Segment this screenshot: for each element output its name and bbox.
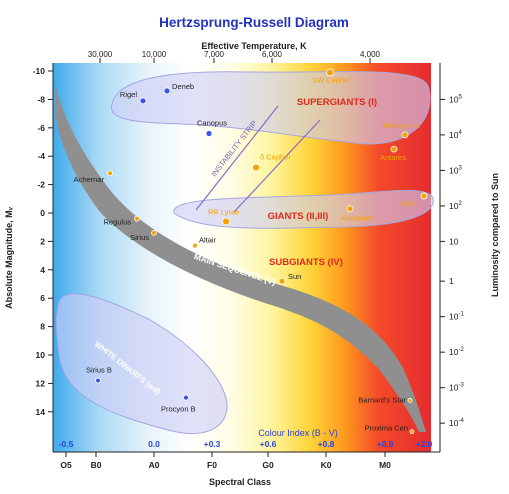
region-label-supergiants: SUPERGIANTS (I) [297, 97, 377, 108]
left-tick-label: 6 [40, 293, 45, 303]
left-tick-label: 8 [40, 322, 45, 332]
left-tick-label: 10 [36, 350, 46, 360]
bottom-axis-label: Spectral Class [209, 477, 271, 487]
colour-index-tick: 0.0 [148, 439, 160, 449]
right-tick-label: 10-2 [449, 347, 464, 357]
right-tick-label: 10-4 [449, 418, 464, 428]
star-marker-deneb [163, 87, 171, 95]
star-marker-antares [390, 145, 398, 153]
star-label-mira: Mira [402, 199, 417, 208]
star-marker-canopus [205, 130, 213, 137]
right-tick-label: 10-1 [449, 312, 464, 322]
region-label-subgiants: SUBGIANTS (IV) [269, 257, 343, 268]
star-marker-aldebaran [346, 205, 354, 213]
right-tick-label: 102 [449, 201, 462, 211]
star-label-aldebaran: Aldebaran [340, 214, 374, 223]
star-marker-sun [278, 277, 286, 285]
star-marker-mira [420, 192, 428, 200]
colour-index-label: Colour Index (B - V) [258, 428, 338, 438]
colour-index-tick: -0.5 [59, 439, 74, 449]
left-tick-label: -8 [37, 94, 45, 104]
star-label-achernar: Achernar [74, 175, 105, 184]
region-label-giants: GIANTS (II,III) [268, 211, 329, 222]
colour-index-tick: +0.9 [377, 439, 394, 449]
star-label-sirius: Sirius [130, 233, 149, 242]
left-tick-label: 14 [36, 407, 46, 417]
right-tick-label: 1 [449, 276, 454, 286]
instability-strip-line [195, 105, 279, 211]
top-tick-label: 10,000 [142, 50, 167, 59]
star-marker-betelgeuse [401, 131, 409, 139]
star-marker-sirius [151, 229, 157, 236]
star-label-rigel: Rigel [120, 90, 137, 99]
colour-index-tick: +2.0 [416, 439, 433, 449]
star-label-barnard-s-star: Barnard's Star [358, 395, 406, 404]
star-marker-sirius-b [95, 377, 101, 384]
star-label-deneb: Deneb [172, 82, 194, 91]
left-tick-label: 4 [40, 265, 45, 275]
right-tick-label: 10-3 [449, 383, 464, 393]
star-marker-cephei [252, 163, 260, 172]
right-tick-label: 104 [449, 130, 462, 140]
star-label-cephei: δ Cephei [260, 153, 290, 162]
star-marker-achernar [107, 170, 113, 177]
colour-index-tick: +0.3 [204, 439, 221, 449]
star-marker-proxima-cen [409, 429, 415, 435]
star-marker-altair [192, 242, 198, 249]
star-label-canopus: Canopus [197, 118, 227, 127]
left-tick-label: -10 [33, 66, 46, 76]
spectral-tick-label: A0 [149, 460, 160, 470]
giants-region [173, 189, 434, 229]
left-tick-label: -4 [37, 151, 45, 161]
spectral-tick-label: F0 [207, 460, 217, 470]
star-label-sw-cephei: SW Cephei [312, 75, 350, 84]
supergiants-region [111, 71, 431, 145]
left-tick-label: -2 [37, 180, 45, 190]
top-axis-label: Effective Temperature, K [201, 41, 307, 51]
star-label-regulus: Regulus [103, 218, 131, 227]
colour-index-tick: +0.8 [318, 439, 335, 449]
colour-index-tick: +0.6 [260, 439, 277, 449]
spectral-tick-label: M0 [379, 460, 391, 470]
star-label-rr-lyrae: RR Lyrae [208, 208, 239, 217]
spectral-tick-label: O5 [60, 460, 72, 470]
star-marker-sw-cephei [326, 68, 334, 77]
right-tick-label: 105 [449, 94, 462, 104]
star-label-proxima-cen: Proxima Cen [365, 424, 408, 433]
right-tick-label: 10 [449, 236, 459, 246]
left-tick-label: 12 [36, 378, 46, 388]
star-marker-procyon-b [183, 394, 189, 401]
star-marker-regulus [134, 215, 140, 222]
spectral-tick-label: G0 [262, 460, 274, 470]
star-label-procyon-b: Procyon B [161, 405, 196, 414]
star-label-sirius-b: Sirius B [86, 366, 112, 375]
top-tick-label: 4,000 [360, 50, 381, 59]
star-marker-barnard-s-star [407, 398, 413, 403]
star-label-antares: Antares [380, 153, 406, 162]
star-marker-rigel [139, 97, 147, 105]
chart-title: Hertzsprung-Russell Diagram [159, 15, 349, 30]
top-tick-label: 7,000 [204, 50, 225, 59]
star-marker-rr-lyrae [222, 217, 230, 226]
right-axis-label: Luminosity compared to Sun [490, 173, 500, 297]
spectral-tick-label: K0 [321, 460, 332, 470]
right-tick-label: 103 [449, 165, 462, 175]
spectral-tick-label: B0 [91, 460, 102, 470]
left-tick-label: 2 [40, 236, 45, 246]
star-label-sun: Sun [288, 272, 301, 281]
star-label-altair: Altair [199, 236, 217, 245]
top-tick-label: 30,000 [88, 50, 113, 59]
top-tick-label: 6,000 [262, 50, 283, 59]
left-tick-label: -6 [37, 123, 45, 133]
left-tick-label: 0 [40, 208, 45, 218]
left-axis-label: Absolute Magnitude, Mᵥ [4, 206, 14, 308]
instability-strip-line [233, 119, 321, 213]
star-label-betelgeuse: Betelgeuse [383, 121, 421, 130]
